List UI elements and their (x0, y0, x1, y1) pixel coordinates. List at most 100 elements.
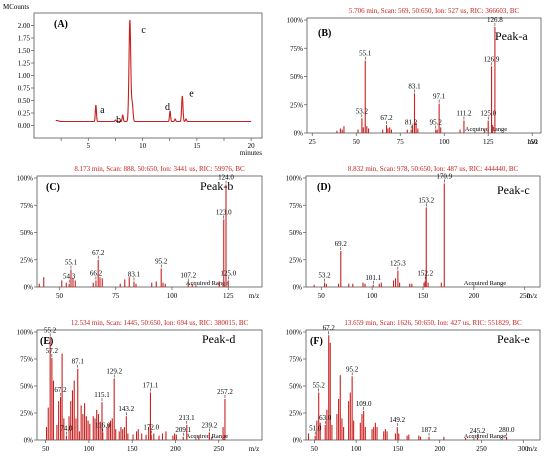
y-tick-label: 0% (24, 437, 34, 445)
x-tick-label: 25 (309, 138, 317, 146)
x-tick-label: 250 (476, 445, 487, 453)
y-tick-label: 100% (17, 175, 34, 183)
y-tick-label: 0.00 (18, 122, 31, 130)
peak-mz-label: 83.1 (128, 271, 141, 279)
peak-letter-label: d (165, 102, 170, 113)
spectrum-header: 5.706 min, Scan: 569, 50:650, Ion: 527 u… (349, 7, 520, 15)
mass-spectrum-panel: 13.659 min, Scan: 1626, 50:650, Ion: 427… (286, 319, 541, 453)
y-tick-label: 0% (24, 284, 34, 292)
x-tick-label: 150 (393, 445, 404, 453)
peak-letter-label: a (100, 105, 105, 116)
x-tick-label: 100 (84, 445, 95, 453)
peak-mz-label: 67.2 (54, 386, 67, 394)
plot-frame (305, 329, 541, 441)
y-tick-label: 100% (287, 17, 304, 25)
x-tick-label: 100 (439, 138, 450, 146)
peak-mz-label: 95.2 (346, 365, 359, 373)
peak-mz-label: 171.1 (143, 381, 159, 389)
panel-label: (A) (54, 19, 68, 30)
peak-mz-label: 87.1 (72, 358, 85, 366)
peak-mz-label: 125.0 (220, 269, 236, 277)
mass-spectrum-panel: 8.173 min, Scan: 888, 50:650, Ion: 3441 … (17, 165, 263, 300)
y-tick-label: 25% (20, 256, 33, 264)
y-tick-label: 75% (290, 45, 303, 53)
y-tick-label: 50% (289, 383, 302, 391)
y-tick-label: 0% (294, 130, 304, 138)
peak-mz-label: 170.9 (436, 172, 452, 180)
peak-mz-label: 209.1 (175, 426, 191, 434)
x-tick-label: 100 (367, 292, 378, 300)
x-tick-label: 300 (518, 445, 529, 453)
peak-mz-label: 129.2 (106, 367, 122, 375)
x-tick-label: 50 (311, 445, 319, 453)
y-tick-label: 25% (20, 410, 33, 418)
y-tick-label: 1.00 (18, 72, 31, 80)
peak-mz-label: 239.2 (202, 421, 218, 429)
peak-mz-label: 109.0 (356, 400, 372, 408)
x-unit-label: m/z (528, 138, 539, 146)
mass-spectrum-panel: 8.832 min, Scan: 978, 50:650, Ion: 487 u… (286, 165, 541, 300)
peak-mz-label: 153.2 (418, 196, 434, 204)
peak-mz-label: 116.0 (95, 421, 111, 429)
x-tick-label: 20 (248, 142, 256, 150)
acquired-range-label: Acquired Range (465, 126, 508, 133)
peak-mz-label: 123.0 (216, 208, 232, 216)
peak-mz-label: 107.2 (180, 272, 196, 280)
x-tick-label: 50 (353, 138, 361, 146)
x-tick-label: 100 (351, 445, 362, 453)
peak-mz-label: 55.1 (65, 259, 78, 267)
x-unit-label: m/z (249, 445, 260, 453)
peak-mz-label: 53.2 (318, 272, 331, 280)
y-tick-label: 0.25 (18, 110, 31, 118)
spectrum-header: 8.832 min, Scan: 978, 50:650, Ion: 487 u… (348, 165, 519, 173)
peak-mz-label: 69.2 (335, 240, 348, 248)
peak-mz-label: 67.2 (380, 114, 393, 122)
chromatogram-panel: 0.00 0.25 0.50 0.75 1.00 1.25 1.50 1.75 2.00 5 10 1… (3, 3, 263, 157)
peak-name-label: Peak-d (202, 332, 235, 346)
mass-spectrum-panel: 12.534 min, Scan: 1445, 50:650, Ion: 694… (17, 319, 263, 453)
peak-letter-label: e (189, 89, 194, 100)
x-tick-label: 200 (434, 445, 445, 453)
y-tick-label: 50% (20, 229, 33, 237)
peak-mz-label: 143.2 (118, 405, 134, 413)
acquired-range-label: Acquired Range (464, 433, 507, 440)
peak-mz-label: 213.1 (179, 414, 195, 422)
x-tick-label: 200 (170, 445, 181, 453)
peak-mz-label: 126.9 (484, 55, 500, 63)
x-axis-label: minutes (240, 149, 262, 157)
peak-mz-label: 125.3 (390, 260, 406, 268)
y-tick-label: 0% (293, 284, 303, 292)
peak-mz-label: 57.2 (46, 347, 59, 355)
panel-label: (D) (317, 182, 331, 193)
peak-mz-label: 172.0 (143, 424, 159, 432)
plot-frame (36, 329, 263, 441)
panel-label: (E) (40, 336, 53, 347)
peak-mz-label: 95.2 (155, 257, 168, 265)
y-tick-label: 75% (20, 356, 33, 364)
peak-mz-label: 66.2 (90, 269, 103, 277)
x-tick-label: 10 (139, 142, 147, 150)
y-tick-label: 100% (286, 329, 303, 337)
x-tick-label: 250 (519, 292, 530, 300)
spectrum-header: 12.534 min, Scan: 1445, 50:650, Ion: 694… (71, 319, 249, 327)
x-tick-label: 125 (483, 138, 494, 146)
peak-name-label: Peak-c (497, 183, 530, 197)
y-tick-label: 75% (20, 202, 33, 210)
peak-mz-label: 67.2 (323, 324, 336, 332)
peak-mz-label: 97.1 (433, 93, 446, 101)
peak-mz-label: 101.1 (365, 274, 381, 282)
peak-name-label: Peak-a (495, 29, 528, 43)
y-tick-label: 1.50 (18, 47, 31, 55)
x-tick-label: 250 (213, 445, 224, 453)
y-tick-label: 0.50 (18, 97, 31, 105)
y-tick-label: 0% (293, 437, 303, 445)
peak-mz-label: 125.0 (480, 110, 496, 118)
y-tick-label: 75% (289, 356, 302, 364)
x-tick-label: 75 (397, 138, 405, 146)
peak-mz-label: 83.1 (408, 82, 421, 90)
peak-mz-label: 115.1 (94, 391, 110, 399)
x-tick-label: 150 (418, 292, 429, 300)
x-tick-label: 50 (42, 445, 50, 453)
peak-mz-label: 126.8 (487, 16, 503, 24)
